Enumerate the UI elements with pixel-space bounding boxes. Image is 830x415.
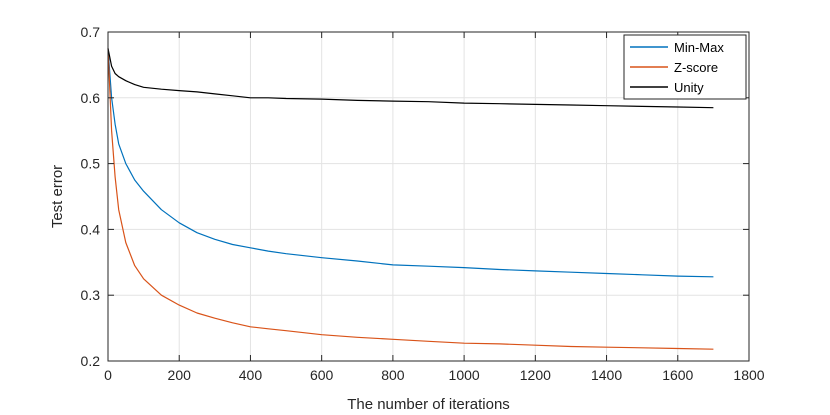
x-tick-label: 0 — [104, 367, 112, 383]
y-tick-label: 0.4 — [81, 221, 101, 237]
x-tick-label: 1600 — [662, 367, 693, 383]
x-tick-label: 1200 — [520, 367, 551, 383]
y-tick-label: 0.7 — [81, 24, 101, 40]
x-axis-label: The number of iterations — [347, 396, 510, 413]
series-line-unity — [107, 48, 714, 109]
series-line-z-score — [107, 48, 714, 350]
y-tick-label: 0.2 — [81, 353, 101, 369]
x-tick-label: 600 — [310, 367, 334, 383]
legend-label: Unity — [674, 80, 704, 95]
x-tick-label: 800 — [381, 367, 405, 383]
series-line-min-max — [107, 48, 714, 278]
y-tick-label: 0.3 — [81, 287, 101, 303]
tick-labels: 0 200 400 600 800 1000 1200 1400 1600 1800 0.2 0.3 0… — [81, 24, 765, 383]
x-tick-label: 200 — [168, 367, 192, 383]
x-tick-label: 1800 — [733, 367, 764, 383]
series-lines — [107, 48, 714, 350]
legend-label: Min-Max — [674, 40, 724, 55]
x-tick-label: 1000 — [449, 367, 480, 383]
plot-frame — [107, 31, 750, 362]
y-tick-label: 0.5 — [81, 156, 101, 172]
x-tick-label: 400 — [239, 367, 263, 383]
x-tick-label: 1400 — [591, 367, 622, 383]
y-axis-label: Test error — [49, 165, 66, 228]
legend: Min-Max Z-score Unity — [623, 34, 747, 100]
legend-label: Z-score — [674, 60, 718, 75]
y-tick-label: 0.6 — [81, 90, 101, 106]
